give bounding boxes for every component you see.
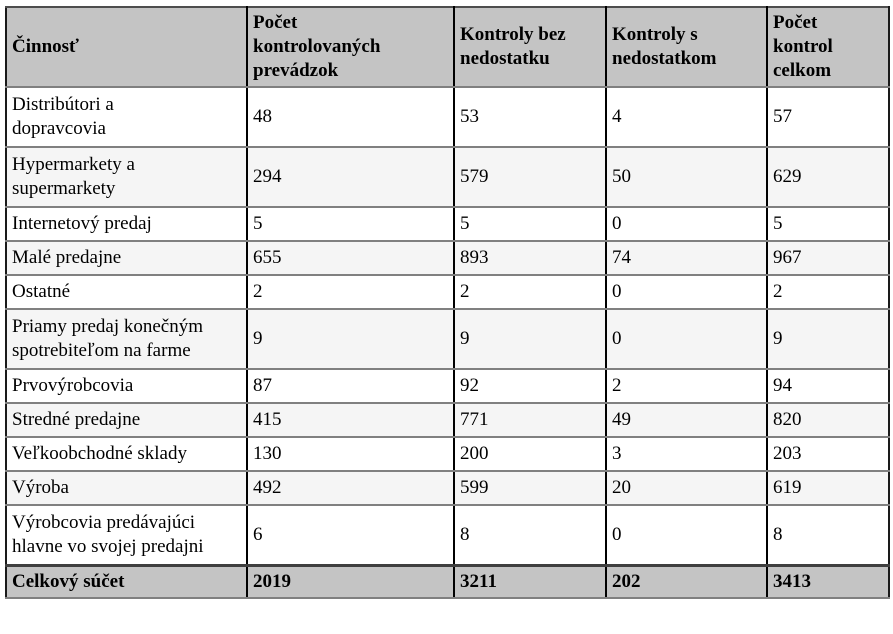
value-cell: 92: [454, 369, 607, 404]
table-body: Distribútori a dopravcovia 48 53 4 57 Hy…: [6, 87, 889, 566]
value-cell: 599: [454, 471, 607, 506]
value-cell: 294: [247, 147, 455, 208]
value-cell: 579: [454, 147, 607, 208]
table-footer: Celkový súčet 2019 3211 202 3413: [6, 563, 889, 599]
value-cell: 0: [606, 207, 768, 242]
table-header: Činnosť Počet kontrolovaných prevádzok K…: [6, 7, 889, 88]
activity-cell: Distribútori a dopravcovia: [6, 87, 248, 148]
table-row: Priamy predaj konečným spotrebiteľom na …: [6, 309, 889, 370]
value-cell: 0: [606, 275, 768, 310]
value-cell: 2: [606, 369, 768, 404]
activity-cell: Hypermarkety a supermarkety: [6, 147, 248, 208]
value-cell: 655: [247, 241, 455, 276]
column-header-inspected-establishments: Počet kontrolovaných prevádzok: [247, 7, 455, 88]
activity-cell: Prvovýrobcovia: [6, 369, 248, 404]
table-row: Veľkoobchodné sklady 130 200 3 203: [6, 437, 889, 472]
column-header-total: Počet kontrol celkom: [767, 7, 889, 88]
value-cell: 629: [767, 147, 889, 208]
value-cell: 820: [767, 403, 889, 438]
value-cell: 3: [606, 437, 768, 472]
total-row: Celkový súčet 2019 3211 202 3413: [6, 563, 889, 599]
total-value-cell: 3211: [454, 563, 607, 599]
column-header-no-deficiency: Kontroly bez nedostatku: [454, 7, 607, 88]
column-header-with-deficiency: Kontroly s nedostatkom: [606, 7, 768, 88]
total-label-cell: Celkový súčet: [6, 563, 248, 599]
value-cell: 967: [767, 241, 889, 276]
value-cell: 53: [454, 87, 607, 148]
value-cell: 492: [247, 471, 455, 506]
value-cell: 8: [767, 505, 889, 566]
value-cell: 5: [454, 207, 607, 242]
value-cell: 94: [767, 369, 889, 404]
value-cell: 8: [454, 505, 607, 566]
value-cell: 203: [767, 437, 889, 472]
value-cell: 87: [247, 369, 455, 404]
activity-cell: Výroba: [6, 471, 248, 506]
value-cell: 893: [454, 241, 607, 276]
table-row: Internetový predaj 5 5 0 5: [6, 207, 889, 242]
activity-cell: Ostatné: [6, 275, 248, 310]
value-cell: 5: [767, 207, 889, 242]
value-cell: 2: [454, 275, 607, 310]
table-row: Hypermarkety a supermarkety 294 579 50 6…: [6, 147, 889, 208]
total-value-cell: 2019: [247, 563, 455, 599]
value-cell: 74: [606, 241, 768, 276]
value-cell: 9: [247, 309, 455, 370]
table-row: Výrobcovia predávajúci hlavne vo svojej …: [6, 505, 889, 566]
table-row: Stredné predajne 415 771 49 820: [6, 403, 889, 438]
value-cell: 20: [606, 471, 768, 506]
activity-cell: Výrobcovia predávajúci hlavne vo svojej …: [6, 505, 248, 566]
table-row: Distribútori a dopravcovia 48 53 4 57: [6, 87, 889, 148]
total-value-cell: 3413: [767, 563, 889, 599]
value-cell: 619: [767, 471, 889, 506]
value-cell: 2: [247, 275, 455, 310]
activity-cell: Stredné predajne: [6, 403, 248, 438]
value-cell: 200: [454, 437, 607, 472]
value-cell: 0: [606, 505, 768, 566]
value-cell: 9: [767, 309, 889, 370]
value-cell: 57: [767, 87, 889, 148]
table-row: Ostatné 2 2 0 2: [6, 275, 889, 310]
value-cell: 130: [247, 437, 455, 472]
value-cell: 4: [606, 87, 768, 148]
inspections-table: Činnosť Počet kontrolovaných prevádzok K…: [5, 6, 890, 599]
column-header-activity: Činnosť: [6, 7, 248, 88]
value-cell: 2: [767, 275, 889, 310]
value-cell: 415: [247, 403, 455, 438]
header-row: Činnosť Počet kontrolovaných prevádzok K…: [6, 7, 889, 88]
value-cell: 49: [606, 403, 768, 438]
value-cell: 0: [606, 309, 768, 370]
activity-cell: Malé predajne: [6, 241, 248, 276]
value-cell: 6: [247, 505, 455, 566]
activity-cell: Priamy predaj konečným spotrebiteľom na …: [6, 309, 248, 370]
activity-cell: Veľkoobchodné sklady: [6, 437, 248, 472]
table-row: Malé predajne 655 893 74 967: [6, 241, 889, 276]
activity-cell: Internetový predaj: [6, 207, 248, 242]
value-cell: 771: [454, 403, 607, 438]
table-row: Výroba 492 599 20 619: [6, 471, 889, 506]
value-cell: 48: [247, 87, 455, 148]
value-cell: 9: [454, 309, 607, 370]
value-cell: 50: [606, 147, 768, 208]
total-value-cell: 202: [606, 563, 768, 599]
table-row: Prvovýrobcovia 87 92 2 94: [6, 369, 889, 404]
value-cell: 5: [247, 207, 455, 242]
